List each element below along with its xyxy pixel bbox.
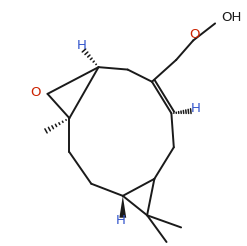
Text: H: H (77, 39, 86, 52)
Text: H: H (115, 214, 125, 227)
Text: OH: OH (221, 11, 242, 24)
Text: O: O (189, 28, 200, 41)
Text: O: O (31, 86, 41, 99)
Text: H: H (191, 102, 201, 115)
Polygon shape (119, 196, 126, 218)
